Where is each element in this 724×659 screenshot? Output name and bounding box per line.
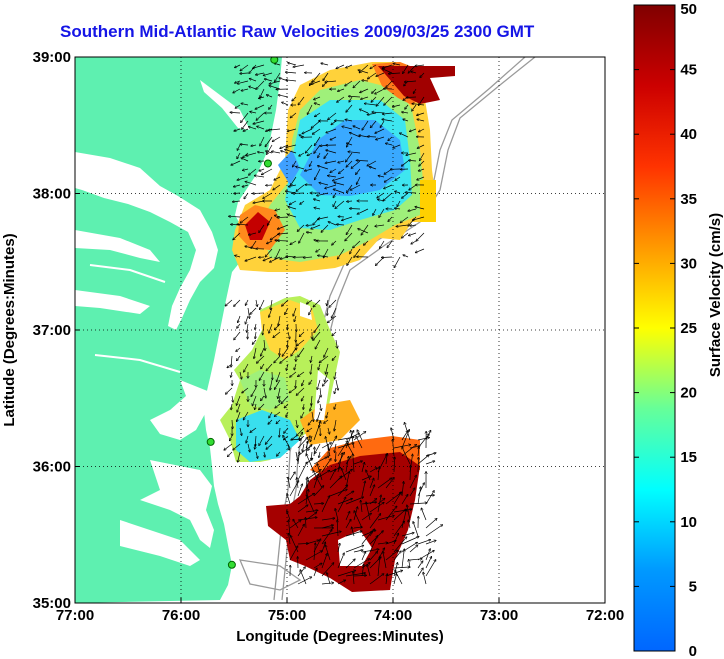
radar-station-marker (263, 159, 272, 168)
lat-tick-label: 36:00 (33, 459, 71, 476)
colorbar-ticks: 0 5 10 15 20 25 30 35 40 45 50 (634, 1, 697, 659)
longitude-ticks: 77:00 76:00 75:00 74:00 73:00 72:00 (56, 598, 624, 624)
colorbar-label: Surface Velocity (cm/s) (707, 213, 724, 377)
colorbar-tick-label: 25 (680, 320, 697, 337)
radar-station-marker (206, 437, 215, 446)
colorbar-tick-label: 10 (680, 514, 697, 531)
lat-tick-label: 37:00 (33, 322, 71, 339)
y-axis-label: Latitude (Degrees:Minutes) (1, 233, 18, 426)
x-axis-label: Longitude (Degrees:Minutes) (236, 628, 444, 645)
lon-tick-label: 75:00 (268, 607, 306, 624)
latitude-ticks: 39:00 38:00 37:00 36:00 35:00 (33, 49, 80, 612)
colorbar-tick-label: 50 (680, 1, 697, 18)
chesapeake-bay (75, 152, 218, 330)
radar-station-marker (270, 57, 279, 64)
lon-tick-label: 73:00 (480, 607, 518, 624)
lat-tick-label: 35:00 (33, 595, 71, 612)
lon-tick-label: 72:00 (586, 607, 624, 624)
radar-station-marker (227, 560, 236, 569)
lon-tick-label: 74:00 (374, 607, 412, 624)
lon-tick-label: 76:00 (162, 607, 200, 624)
lat-tick-label: 38:00 (33, 186, 71, 203)
colorbar (633, 4, 676, 652)
radar-stations (206, 57, 279, 569)
lon-tick-label: 77:00 (56, 607, 94, 624)
colorbar-tick-label: 15 (680, 449, 697, 466)
colorbar-tick-label: 45 (680, 62, 697, 79)
lat-tick-label: 39:00 (33, 49, 71, 66)
colorbar-tick-label: 5 (689, 578, 697, 595)
colorbar-tick-label: 0 (689, 643, 697, 659)
colorbar-tick-label: 20 (680, 385, 697, 402)
map-title: Southern Mid-Atlantic Raw Velocities 200… (60, 22, 535, 41)
colorbar-tick-label: 40 (680, 126, 697, 143)
colorbar-tick-label: 35 (680, 191, 697, 208)
grid-lines (75, 57, 605, 603)
colorbar-tick-label: 30 (680, 255, 697, 272)
